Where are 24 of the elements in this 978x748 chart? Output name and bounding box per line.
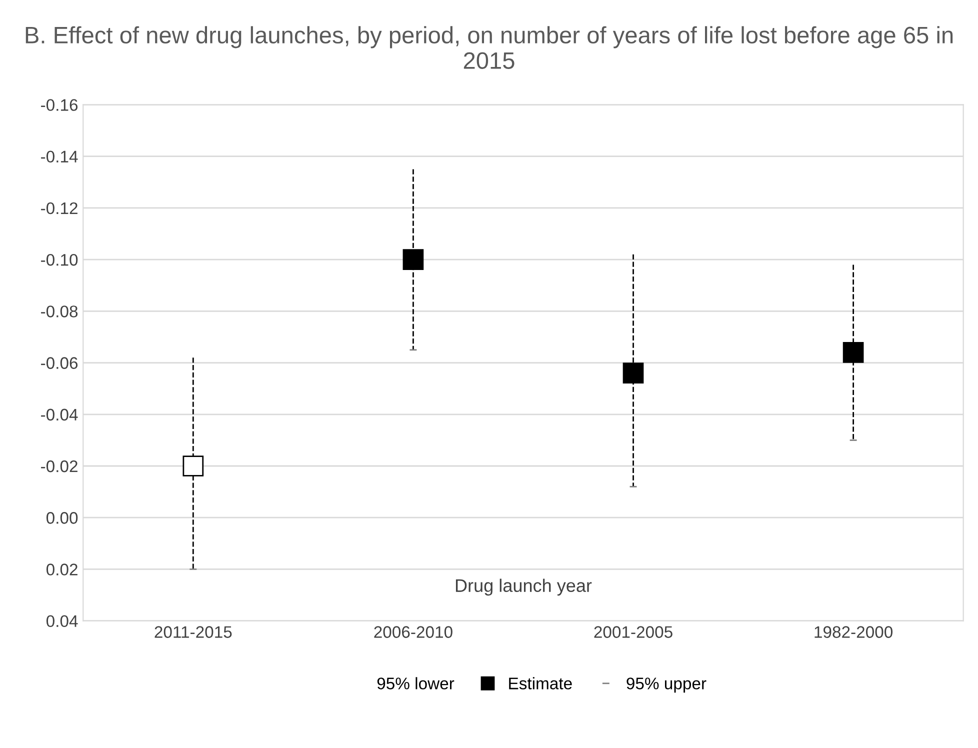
y-tick-label: -0.10 [41,254,78,266]
y-tick-label: -0.04 [41,408,78,421]
x-axis-title: Drug launch year [456,578,592,596]
y-tick-label: -0.08 [41,306,78,318]
y-tick-label: 0.00 [46,512,78,524]
text: 95% upper [626,678,706,693]
y-tick-label: -0.12 [41,202,78,214]
y-tick-label: -0.06 [41,357,78,369]
y-tick-label: 0.02 [46,564,78,576]
legend-label: Estimate [509,677,572,690]
y-tick-label: -0.16 [41,99,78,111]
x-tick-label: 1982-2000 [814,626,893,638]
x-tick-label: 2006-2010 [374,626,452,638]
point [622,362,644,384]
y-tick-label: -0.02 [41,460,78,472]
x-tick-label: 2001-2005 [594,626,672,638]
point [402,249,424,270]
text: 95% lower [377,677,454,690]
y-tick-label: -0.14 [41,150,78,163]
x-tick-label: 2011-2015 [154,626,232,638]
y-tick-label: 0.04 [46,615,78,628]
point [842,342,864,363]
chart-title: B. Effect of new drug launches, by period, on number of years of life lost before age 65 in 2015 [26,26,953,69]
point [182,456,204,476]
